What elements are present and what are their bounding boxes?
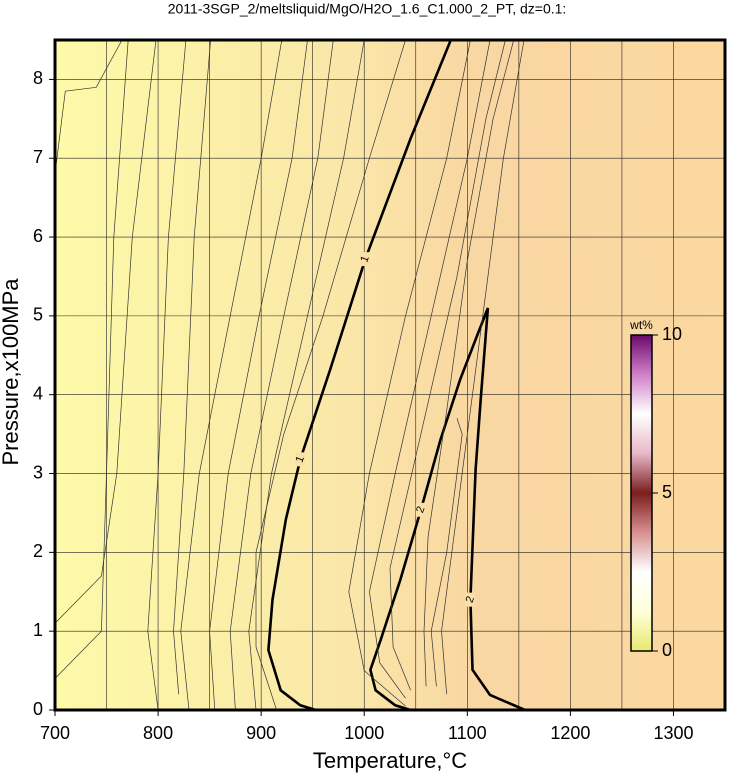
contour-line bbox=[54, 39, 123, 175]
contour-line bbox=[173, 39, 211, 695]
contour-label: 2 bbox=[464, 595, 477, 605]
y-axis-label: Pressure,x100MPa bbox=[0, 278, 23, 466]
contour-line bbox=[441, 39, 525, 695]
contour-line bbox=[423, 39, 515, 687]
contour-line bbox=[180, 39, 283, 711]
y-tick-label: 6 bbox=[33, 226, 43, 246]
contour-label: 2 bbox=[414, 505, 427, 515]
contour-line bbox=[229, 39, 334, 711]
contour-label-bg bbox=[465, 592, 476, 607]
colorbar-label: wt% bbox=[629, 318, 653, 332]
colorbar-tick-label: 0 bbox=[662, 640, 672, 660]
y-tick-label: 8 bbox=[33, 68, 43, 88]
y-tick-label: 7 bbox=[33, 147, 43, 167]
x-tick-label: 800 bbox=[143, 723, 173, 743]
contour-line-major bbox=[267, 39, 453, 712]
contour-line bbox=[147, 39, 187, 711]
plot-frame bbox=[53, 38, 727, 712]
colorbar-tick-label: 10 bbox=[662, 324, 682, 344]
colorbar bbox=[630, 334, 653, 652]
y-tick-label: 0 bbox=[33, 699, 43, 719]
y-tick-label: 3 bbox=[33, 462, 43, 482]
chart-title: 2011-3SGP_2/meltsliquid/MgO/H2O_1.6_C1.0… bbox=[168, 1, 567, 17]
contour-line bbox=[255, 39, 406, 711]
colorbar-tick-label: 5 bbox=[662, 482, 672, 502]
contour-label: 1 bbox=[294, 454, 307, 464]
x-tick-label: 700 bbox=[40, 723, 70, 743]
contour-label-bg bbox=[360, 252, 371, 267]
x-tick-label: 1200 bbox=[550, 723, 590, 743]
contour-line-major bbox=[369, 307, 526, 712]
plot-background bbox=[55, 40, 725, 710]
x-tick-label: 1300 bbox=[653, 723, 693, 743]
y-tick-label: 2 bbox=[33, 541, 43, 561]
x-tick-label: 900 bbox=[246, 723, 276, 743]
contour-line bbox=[248, 39, 365, 711]
contour-line bbox=[369, 39, 491, 699]
x-axis-label: Temperature,°C bbox=[313, 748, 467, 773]
y-tick-label: 4 bbox=[33, 383, 43, 403]
y-tick-label: 5 bbox=[33, 305, 43, 325]
y-tick-label: 1 bbox=[33, 620, 43, 640]
contour-line bbox=[54, 39, 157, 624]
contour-label-bg bbox=[295, 452, 306, 467]
contour-line bbox=[348, 39, 471, 707]
contour-line bbox=[54, 39, 129, 679]
x-tick-label: 1000 bbox=[344, 723, 384, 743]
contour-line bbox=[430, 418, 463, 687]
x-tick-label: 1100 bbox=[448, 723, 487, 743]
contour-line bbox=[209, 39, 308, 711]
contour-label: 1 bbox=[358, 254, 371, 264]
contour-line bbox=[389, 39, 506, 691]
contour-label-bg bbox=[415, 502, 426, 517]
